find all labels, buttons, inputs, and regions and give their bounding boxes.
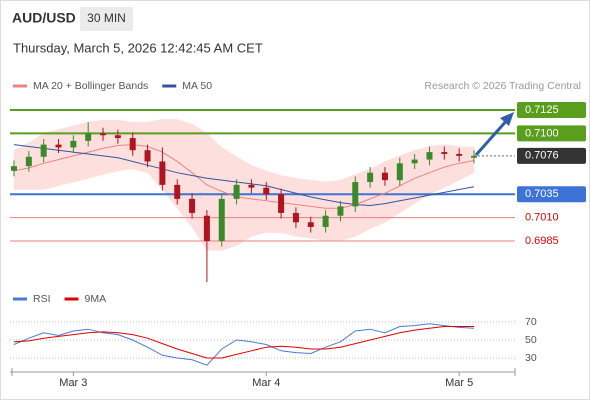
rsi-line (13, 326, 474, 359)
interval: 30 MIN (87, 11, 126, 25)
bollinger-band (295, 178, 312, 239)
candle-body (381, 172, 388, 181)
candle-body (396, 163, 403, 181)
moving-average (13, 144, 475, 206)
candle-body (426, 152, 433, 160)
candle-body (129, 138, 136, 151)
interval-box (80, 7, 133, 31)
candle-body (114, 135, 121, 139)
y-tick-label: 70 (525, 316, 537, 328)
candle-body (456, 153, 463, 156)
moving-average (13, 144, 475, 209)
timestamp: Thursday, March 5, 2026 12:42:45 AM CET (13, 40, 263, 55)
level-label: 0.7010 (525, 212, 559, 224)
candle-body (322, 215, 329, 227)
candle-body (85, 133, 92, 141)
legend-label: MA 50 (182, 80, 212, 92)
candle-body (278, 194, 285, 213)
candle-body (367, 172, 374, 183)
candle-body (263, 187, 270, 195)
candle-body (203, 215, 210, 242)
level-label: 0.7035 (525, 188, 559, 200)
candle-body (159, 161, 166, 185)
candle-body (292, 212, 299, 223)
forecast-arrow-head (500, 112, 514, 126)
x-tick-label: Mar 4 (252, 377, 280, 389)
level-label: 0.7100 (525, 127, 559, 139)
bollinger-band (310, 179, 326, 242)
bollinger-band (43, 129, 59, 190)
candle-body (189, 198, 196, 213)
candle-body (248, 184, 255, 188)
candle-body (233, 184, 240, 199)
candle-body (55, 144, 62, 148)
candle-body (25, 156, 32, 167)
candle-body (40, 144, 47, 157)
y-tick-label: 30 (525, 352, 537, 364)
candle-body (70, 140, 77, 148)
level-label-box (517, 186, 586, 203)
candle-body (471, 155, 477, 158)
bollinger-band (58, 125, 74, 187)
candle-body (174, 184, 181, 199)
legend-label: MA 20 + Bollinger Bands (33, 80, 148, 92)
y-tick-label: 50 (525, 334, 537, 346)
candle-body (144, 150, 151, 162)
symbol: AUD/USD (12, 10, 76, 26)
candle-body (441, 152, 448, 154)
candle-body (352, 182, 359, 207)
bollinger-band (236, 156, 252, 247)
x-tick-label: Mar 3 (59, 377, 87, 389)
candle-body (100, 133, 107, 136)
legend-label: 9MA (85, 293, 107, 305)
level-label-box (517, 125, 586, 142)
last-price-label: 0.7076 (525, 150, 559, 162)
candle-body (218, 198, 225, 242)
level-label: 0.6985 (525, 235, 559, 247)
candle-body (411, 159, 418, 164)
candle-body (11, 166, 17, 171)
rsi-line (13, 323, 475, 366)
candle-body (337, 206, 344, 216)
level-label-box (517, 101, 586, 118)
candle-body (307, 222, 314, 227)
forecast-arrow (474, 118, 510, 156)
bollinger-band (458, 146, 475, 181)
x-tick-label: Mar 5 (445, 377, 473, 389)
level-label: 0.7125 (525, 104, 559, 116)
credit: Research © 2026 Trading Central (424, 80, 581, 92)
last-price-box (517, 147, 586, 164)
legend-label: RSI (33, 293, 51, 305)
